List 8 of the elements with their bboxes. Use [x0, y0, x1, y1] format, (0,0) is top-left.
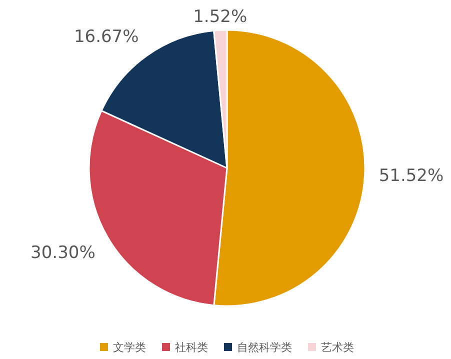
data-label: 16.67%: [74, 27, 139, 48]
data-label: 30.30%: [30, 243, 96, 264]
legend-label: 文学类: [113, 341, 146, 354]
data-label: 51.52%: [378, 166, 444, 186]
legend-label: 社科类: [175, 341, 208, 354]
legend-label: 艺术类: [321, 341, 354, 354]
legend-label: 自然科学类: [237, 341, 292, 354]
data-label: 1.52%: [193, 7, 248, 28]
